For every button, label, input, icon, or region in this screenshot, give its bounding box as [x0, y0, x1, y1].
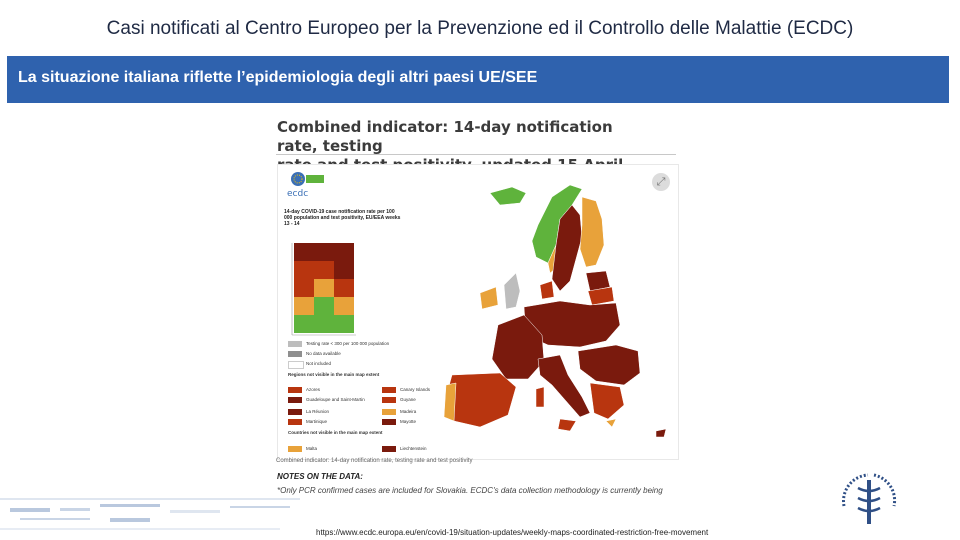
legend-matrix — [291, 243, 356, 336]
subtitle-text: La situazione italiana riflette l’epidem… — [18, 69, 538, 86]
region-label: Azores — [306, 387, 321, 392]
country-label: Malta — [306, 446, 318, 451]
region-swatch — [382, 397, 396, 403]
legend-item-no-data: No data available — [306, 351, 341, 356]
regions-heading: Regions not visible in the main map exte… — [288, 372, 380, 377]
country-label: Liechtenstein — [400, 446, 427, 451]
region-swatch — [382, 409, 396, 415]
ecdc-logo: ecdc — [287, 172, 324, 199]
europe-map — [443, 184, 667, 438]
legend-item-testing: Testing rate < 300 per 100 000 populatio… — [306, 341, 390, 346]
region-label: Guadeloupe and Saint-Martin — [306, 397, 365, 402]
region-swatch — [288, 409, 302, 415]
region-label: Mayotte — [400, 419, 417, 424]
subtitle-banner: La situazione italiana riflette l’epidem… — [7, 56, 949, 103]
legend-swatch-testing — [288, 341, 302, 347]
source-link[interactable]: https://www.ecdc.europa.eu/en/covid-19/s… — [316, 528, 709, 537]
legend-item-not-included: Not included — [306, 361, 332, 366]
region-label: La Réunion — [306, 409, 330, 414]
logo-text: ecdc — [287, 189, 308, 199]
region-label: Canary Islands — [400, 387, 431, 392]
map-panel: ⤢ ecdc 14-day COVID-19 case notification… — [277, 164, 679, 460]
country-swatch — [382, 446, 396, 452]
region-label: Madeira — [400, 409, 417, 414]
region-swatch — [288, 387, 302, 393]
region-swatch — [382, 419, 396, 425]
decorative-lines — [0, 498, 300, 530]
ecdc-map-figure: Combined indicator: 14-day notification … — [268, 112, 682, 496]
legend-swatch-not-included — [288, 361, 304, 369]
country-swatch — [288, 446, 302, 452]
region-swatch — [288, 419, 302, 425]
legend-heading: 14-day COVID-19 case notification rate p… — [284, 209, 401, 227]
region-swatch — [382, 387, 396, 393]
figure-caption: Combined indicator: 14-day notification … — [276, 458, 473, 464]
figure-title-line1: Combined indicator: 14-day notification … — [277, 118, 613, 155]
countries-heading: Countries not visible in the main map ex… — [288, 430, 383, 435]
region-label: Guyane — [400, 397, 416, 402]
legend-swatch-no-data — [288, 351, 302, 357]
notes-heading: NOTES ON THE DATA: — [277, 472, 363, 481]
region-label: Martinique — [306, 419, 328, 424]
iss-logo — [840, 472, 898, 530]
expand-icon[interactable]: ⤢ — [652, 173, 670, 191]
slide-title: Casi notificati al Centro Europeo per la… — [106, 18, 854, 39]
notes-text: *Only PCR confirmed cases are included f… — [277, 486, 663, 495]
figure-divider — [276, 154, 676, 155]
region-swatch — [288, 397, 302, 403]
